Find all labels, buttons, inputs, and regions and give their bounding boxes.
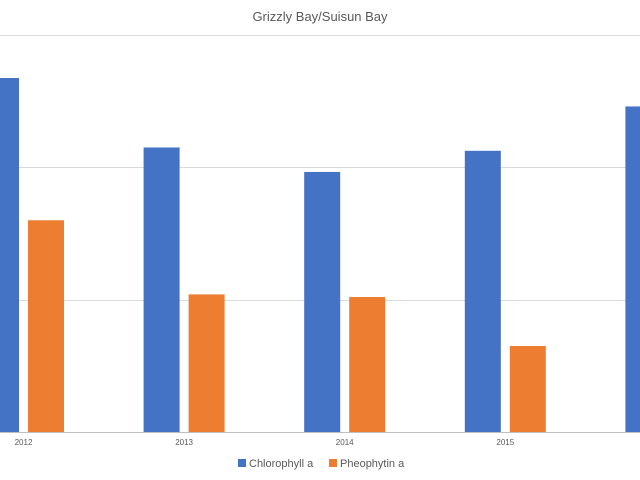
x-tick-label: 2014 — [336, 438, 354, 447]
bar-chlorophyll-a-2012 — [0, 78, 19, 432]
x-tick-label: 2013 — [175, 438, 193, 447]
legend: Chlorophyll a Pheophytin a — [238, 458, 405, 470]
x-tick-label: 2015 — [496, 438, 514, 447]
chart-title: Grizzly Bay/Suisun Bay — [252, 9, 388, 24]
x-axis-ticks: 2012 2013 2014 2015 — [15, 438, 515, 447]
legend-label: Pheophytin a — [340, 458, 405, 470]
bars — [0, 78, 640, 433]
gridlines — [0, 35, 640, 433]
legend-swatch — [329, 459, 337, 467]
bar-pheophytin-a-2013 — [188, 294, 225, 432]
bar-chlorophyll-a-2015 — [464, 150, 501, 432]
bar-pheophytin-a-2012 — [28, 220, 64, 432]
bar-pheophytin-a-2014 — [349, 297, 386, 432]
x-tick-label: 2012 — [15, 438, 33, 447]
bar-pheophytin-a-2015 — [509, 345, 546, 432]
legend-label: Chlorophyll a — [249, 458, 314, 470]
legend-swatch — [238, 459, 246, 467]
bar-chlorophyll-a — [625, 106, 640, 433]
bar-chlorophyll-a-2013 — [143, 147, 180, 432]
bar-chlorophyll-a-2014 — [304, 171, 341, 432]
